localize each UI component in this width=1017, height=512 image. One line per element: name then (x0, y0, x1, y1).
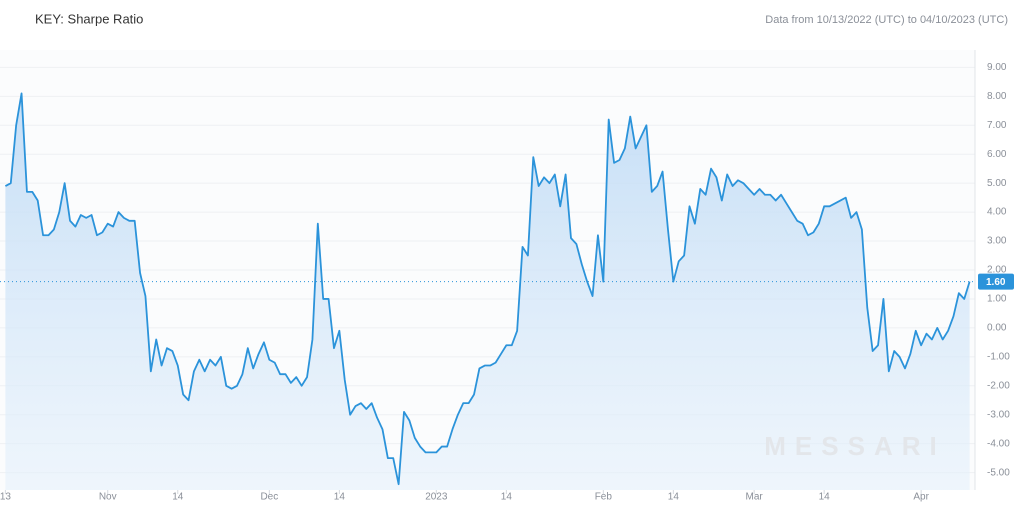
x-tick-label: 13 (0, 492, 11, 503)
area-fill (5, 93, 970, 491)
x-tick-label: 14 (668, 492, 680, 503)
x-tick-label: 14 (334, 492, 346, 503)
watermark: MESSARI (764, 431, 945, 461)
current-value-label: 1.60 (986, 277, 1006, 288)
y-tick-label: 0.00 (987, 323, 1007, 334)
line (4, 92, 971, 486)
current-value-badge (978, 273, 1014, 290)
y-tick-label: -5.00 (987, 467, 1010, 478)
y-tick-label: 2.00 (987, 265, 1007, 276)
axis-labels: 9.00 8.00 7.00 6.00 5.00 4.00 3.00 2.00 1.00 0.00… (0, 50, 1014, 503)
x-tick-label: Apr (913, 492, 929, 503)
y-tick-label: 4.00 (987, 207, 1007, 218)
y-tick-label: 5.00 (987, 178, 1007, 189)
x-tick-label: Dec (260, 492, 278, 503)
y-tick-label: -4.00 (987, 438, 1010, 449)
y-tick-label: 7.00 (987, 120, 1007, 131)
y-tick-label: 3.00 (987, 236, 1007, 247)
y-tick-label: -3.00 (987, 409, 1010, 420)
y-tick-label: 9.00 (987, 62, 1007, 73)
y-tick-label: -2.00 (987, 380, 1010, 391)
series (0, 92, 975, 491)
y-tick-label: 1.00 (987, 294, 1007, 305)
y-tick-label: 8.00 (987, 91, 1007, 102)
x-tick-label: Nov (99, 492, 117, 503)
chart-subtitle: Data from 10/13/2022 (UTC) to 04/10/2023… (765, 14, 1008, 26)
x-tick-label: 14 (172, 492, 184, 503)
x-tick-label: 2023 (425, 492, 448, 503)
x-tick-label: 14 (819, 492, 831, 503)
y-tick-label: 6.00 (987, 149, 1007, 160)
y-tick-label: -1.00 (987, 351, 1010, 362)
x-tick-label: Mar (746, 492, 764, 503)
x-tick-label: Feb (595, 492, 613, 503)
chart-title: KEY: Sharpe Ratio (35, 11, 143, 26)
x-tick-label: 14 (501, 492, 513, 503)
